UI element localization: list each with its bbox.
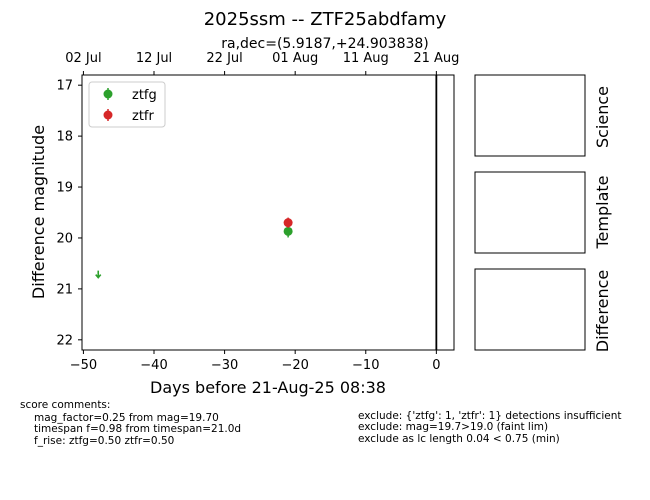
axis-ticks: −50 −40 −30 −20 −10 0 02 Jul 12 Jul 22 Jul 01 Aug…: [56, 51, 459, 373]
chart-title: 2025ssm -- ZTF25abdfamy: [204, 9, 447, 30]
comment-line: f_rise: ztfg=0.50 ztfr=0.50: [34, 435, 174, 447]
score-comments: score comments: mag_factor=0.25 from mag…: [20, 399, 241, 447]
exclude-line: exclude: {'ztfg': 1, 'ztfr': 1} detectio…: [358, 410, 621, 422]
legend-ztfg-label: ztfg: [132, 88, 157, 103]
template-panel-label: Template: [593, 175, 612, 249]
y-axis-label: Difference magnitude: [29, 125, 48, 299]
exclude-comments: exclude: {'ztfg': 1, 'ztfr': 1} detectio…: [358, 410, 621, 445]
top-tick-label: 11 Aug: [343, 51, 389, 66]
top-tick-label: 01 Aug: [272, 51, 318, 66]
y-tick-label: 18: [56, 130, 73, 145]
x-tick-label: −40: [140, 358, 167, 373]
x-axis-label: Days before 21-Aug-25 08:38: [150, 378, 386, 397]
legend: ztfg ztfr: [88, 81, 166, 128]
difference-panel-label: Difference: [593, 270, 612, 352]
x-tick-label: −50: [70, 358, 97, 373]
chart-subtitle: ra,dec=(5.9187,+24.903838): [221, 36, 429, 52]
legend-ztfr-marker: [103, 110, 113, 120]
x-tick-label: −10: [352, 358, 379, 373]
ztfr-point: [283, 218, 293, 228]
legend-ztfg-marker: [103, 89, 113, 99]
top-tick-label: 22 Jul: [206, 51, 242, 66]
difference-panel: [474, 268, 586, 351]
top-tick-label: 02 Jul: [65, 51, 101, 66]
comment-line: timespan f=0.98 from timespan=21.0d: [34, 423, 241, 435]
science-panel: [474, 74, 586, 157]
y-tick-label: 19: [56, 181, 73, 196]
ztfg-upper-limit-arrow: [95, 270, 102, 279]
top-tick-label: 21 Aug: [413, 51, 459, 66]
template-panel: [474, 171, 586, 254]
top-tick-label: 12 Jul: [136, 51, 172, 66]
y-tick-label: 22: [56, 333, 73, 348]
ztfg-point: [283, 226, 293, 236]
y-tick-label: 21: [56, 282, 73, 297]
science-panel-label: Science: [593, 86, 612, 148]
data-marks: [95, 75, 438, 350]
exclude-line: exclude as lc length 0.04 < 0.75 (min): [358, 433, 560, 445]
exclude-line: exclude: mag=19.7>19.0 (faint lim): [358, 421, 548, 433]
y-tick-label: 20: [56, 231, 73, 246]
comment-line: mag_factor=0.25 from mag=19.70: [34, 412, 219, 424]
plot-area: [81, 74, 455, 351]
x-tick-label: −20: [281, 358, 308, 373]
comment-line: score comments:: [20, 399, 110, 411]
x-tick-label: 0: [432, 358, 440, 373]
x-tick-label: −30: [211, 358, 238, 373]
legend-ztfr-label: ztfr: [132, 109, 154, 124]
y-tick-label: 17: [56, 79, 73, 94]
